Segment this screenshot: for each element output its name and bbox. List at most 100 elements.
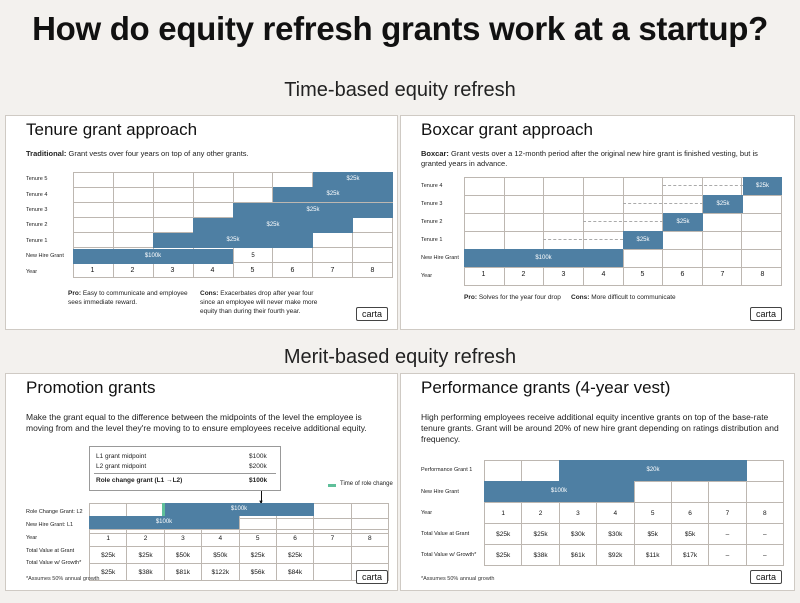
year-cell: 5 — [633, 502, 672, 524]
year-cell: 5 — [238, 529, 277, 547]
year-cell: 2 — [130, 267, 135, 274]
tenure-description: Traditional: Grant vests over four years… — [26, 149, 249, 158]
grant-date-line — [583, 221, 663, 222]
value-cell: – — [745, 544, 785, 566]
year-cell: 3 — [170, 267, 175, 274]
value-cell: $25k — [521, 523, 560, 545]
promotion-values-table: 1 2 3 4 5 6 7 8 $25k $25k $50k $50k $25k… — [88, 529, 390, 581]
value-cell — [350, 546, 390, 564]
row-label: Tenure 4 — [421, 183, 443, 189]
boxcar-new-hire-bar: $100k — [464, 249, 623, 267]
year-cell: 2 — [521, 271, 526, 278]
value-cell: $92k — [596, 544, 635, 566]
boxcar-pro: Pro: Solves for the year four drop — [464, 294, 561, 301]
grant-date-line — [663, 185, 743, 186]
year-cell: 3 — [558, 502, 598, 524]
value-cell: $17k — [670, 544, 710, 566]
tenure-pro: Pro: Easy to communicate and employee se… — [68, 290, 188, 306]
row-label: Tenure 3 — [26, 207, 48, 213]
year-cell: 1 — [481, 271, 486, 278]
boxcar-title: Boxcar grant approach — [421, 120, 593, 139]
value-cell — [313, 563, 352, 581]
boxcar-cons: Cons: More difficult to communicate — [571, 294, 676, 301]
midpoint-divider — [94, 473, 276, 474]
year-cell: 7 — [330, 267, 335, 274]
performance-description: High performing employees receive additi… — [421, 412, 779, 444]
value-cell: $25k — [238, 546, 277, 564]
value-cell: $25k — [483, 523, 523, 545]
row-label: Tenure 5 — [26, 176, 48, 182]
legend-text: Time of role change — [340, 481, 393, 487]
performance-values-table: 1 2 3 4 5 6 7 8 $25k $25k $30k $30k $5k … — [483, 502, 785, 566]
row-label: Performance Grant 1 — [421, 467, 473, 473]
value-cell: $5k — [633, 523, 672, 545]
role-change-marker — [162, 503, 165, 516]
year-cell: 8 — [760, 271, 765, 278]
value-cell — [313, 546, 352, 564]
row-label: New Hire Grant: L1 — [26, 522, 74, 528]
tenure-1-bar: $25k — [153, 233, 313, 248]
year-cell: 8 — [745, 502, 785, 524]
tenure-cons: Cons: Exacerbates drop after year four s… — [200, 290, 318, 315]
role-change-value: $100k — [249, 477, 268, 484]
row-label: Total Value w/ Growth* — [26, 560, 82, 566]
l2-midpoint-value: $200k — [249, 463, 267, 470]
row-label: Tenure 1 — [421, 237, 443, 243]
l1-midpoint-value: $100k — [249, 453, 267, 460]
promotion-title: Promotion grants — [26, 378, 156, 397]
value-cell: $25k — [126, 546, 165, 564]
value-cell: – — [745, 523, 785, 545]
footnote: *Assumes 50% annual growth — [26, 576, 100, 582]
arrow-line — [261, 491, 262, 503]
value-cell: $61k — [558, 544, 598, 566]
value-cell: $25k — [275, 546, 315, 564]
row-label: Year — [26, 269, 38, 275]
tenure-3-bar: $25k — [233, 203, 393, 218]
row-label: Total Value at Grant — [421, 531, 470, 537]
tenure-2-bar: $25k — [193, 218, 353, 233]
l1-midpoint-label: L1 grant midpoint — [96, 453, 147, 460]
year-cell: 6 — [670, 502, 710, 524]
year-cell: 8 — [370, 267, 375, 274]
performance-panel: Performance grants (4-year vest) High pe… — [400, 373, 795, 591]
l2-midpoint-label: L2 grant midpoint — [96, 463, 147, 470]
value-cell: $84k — [275, 563, 315, 581]
value-cell: $11k — [633, 544, 672, 566]
performance-title: Performance grants (4-year vest) — [421, 378, 671, 397]
row-label: Year — [421, 273, 433, 279]
row-label: New Hire Grant — [421, 489, 459, 495]
year-cell: 2 — [521, 502, 560, 524]
year-cell: 8 — [350, 529, 390, 547]
row-label: New Hire Grant — [26, 253, 64, 259]
role-change-label: Role change grant (L1 →L2) — [96, 477, 183, 484]
new-hire-grant-bar: $100k — [89, 516, 239, 529]
tenure-5-bar: $25k — [313, 172, 393, 187]
value-cell: – — [708, 544, 747, 566]
row-label: New Hire Grant — [421, 255, 459, 261]
grant-date-line — [623, 203, 703, 204]
value-cell: $50k — [201, 546, 240, 564]
value-cell: $56k — [238, 563, 277, 581]
row-label: Year — [26, 535, 38, 541]
legend-swatch — [328, 484, 336, 487]
promotion-description: Make the grant equal to the difference b… — [26, 412, 367, 433]
footnote: *Assumes 50% annual growth — [421, 576, 495, 582]
row-label: Total Value w/ Growth* — [421, 552, 477, 558]
value-cell: $122k — [201, 563, 240, 581]
value-cell: $25k — [88, 546, 128, 564]
tenure-panel: Tenure grant approach Traditional: Grant… — [5, 115, 398, 330]
year-cell: 5 — [640, 271, 645, 278]
year-cell: 7 — [708, 502, 747, 524]
value-cell: $38k — [521, 544, 560, 566]
section-title-time-based: Time-based equity refresh — [284, 79, 516, 101]
value-cell: – — [708, 523, 747, 545]
year-cell: 4 — [596, 502, 635, 524]
new-hire-grant-bar: $100k — [73, 249, 233, 264]
tenure-4-bar: $25k — [273, 187, 393, 202]
year-cell: 5 — [250, 267, 255, 274]
year-cell: 1 — [88, 529, 128, 547]
year-cell: 4 — [601, 271, 606, 278]
row-label: Tenure 2 — [26, 222, 48, 228]
year-cell: 3 — [163, 529, 203, 547]
page-title: How do equity refresh grants work at a s… — [32, 10, 768, 47]
